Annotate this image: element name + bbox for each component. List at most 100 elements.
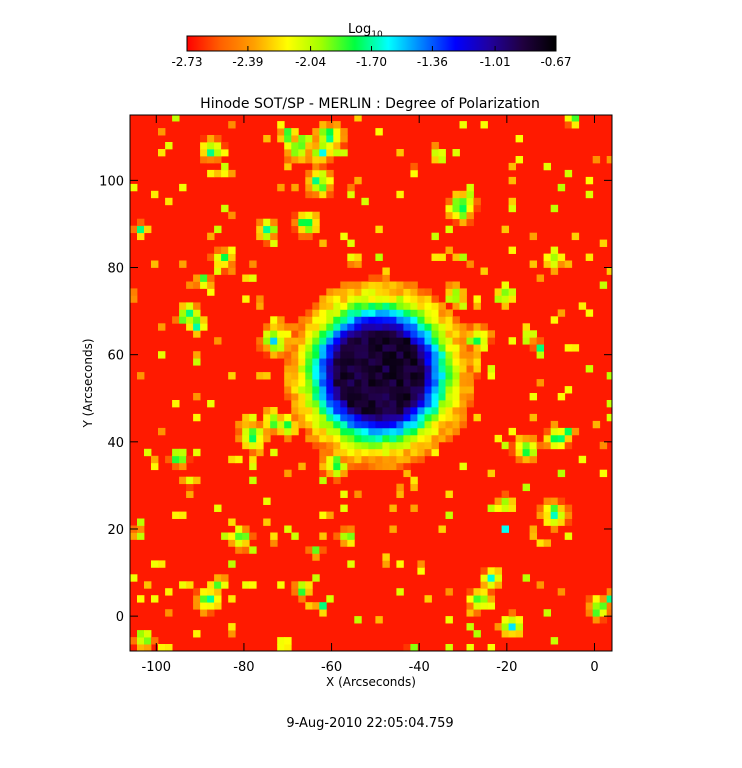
heatmap-cell xyxy=(200,135,208,143)
heatmap-cell xyxy=(592,616,601,624)
heatmap-cell xyxy=(396,316,404,324)
heatmap-cell xyxy=(382,427,390,436)
heatmap-cell xyxy=(319,448,327,457)
heatmap-cell xyxy=(214,602,222,610)
heatmap-cell xyxy=(305,135,313,143)
heatmap-cell xyxy=(319,413,327,422)
heatmap-cell xyxy=(235,539,243,547)
heatmap-cell xyxy=(312,386,320,394)
heatmap-cell xyxy=(312,337,320,345)
heatmap-cell xyxy=(256,302,264,310)
heatmap-cell xyxy=(543,539,552,547)
heatmap-cell xyxy=(438,344,446,352)
heatmap-cell xyxy=(368,448,376,457)
heatmap-cell xyxy=(361,344,369,352)
heatmap-cell xyxy=(214,260,222,268)
heatmap-cell xyxy=(137,532,145,540)
heatmap-cell xyxy=(501,225,510,234)
heatmap-cell xyxy=(137,518,145,526)
heatmap-cell xyxy=(207,135,215,143)
heatmap-cell xyxy=(333,358,341,366)
heatmap-cell xyxy=(221,169,229,178)
heatmap-cell xyxy=(340,441,348,450)
heatmap-cell xyxy=(501,630,510,638)
heatmap-cell xyxy=(179,476,187,485)
heatmap-cell xyxy=(347,393,355,401)
heatmap-cell xyxy=(536,351,545,359)
heatmap-cell xyxy=(459,420,467,429)
heatmap-cell xyxy=(333,400,341,408)
heatmap-cell xyxy=(480,574,488,582)
heatmap-cell xyxy=(284,128,292,136)
heatmap-cell xyxy=(305,316,313,324)
heatmap-cell xyxy=(326,441,334,450)
heatmap-cell xyxy=(340,393,348,401)
heatmap-cell xyxy=(319,176,327,185)
heatmap-cell xyxy=(270,323,278,331)
heatmap-cell xyxy=(424,295,432,303)
heatmap-cell xyxy=(424,420,432,429)
heatmap-cell xyxy=(438,400,446,408)
heatmap-cell xyxy=(277,183,285,192)
heatmap-cell xyxy=(305,365,313,373)
heatmap-cell xyxy=(291,225,299,234)
heatmap-cell xyxy=(165,588,173,596)
heatmap-cell xyxy=(333,455,341,464)
x-tick-label: -100 xyxy=(142,660,172,675)
heatmap-cell xyxy=(375,316,383,324)
heatmap-cell xyxy=(550,504,559,512)
heatmap-cell xyxy=(424,441,432,450)
heatmap-cell xyxy=(396,420,404,429)
heatmap-cell xyxy=(221,574,229,582)
heatmap-cell xyxy=(396,400,404,408)
heatmap-cell xyxy=(487,581,496,589)
heatmap-cell xyxy=(431,365,439,373)
heatmap-cell xyxy=(277,316,285,324)
heatmap-cell xyxy=(347,302,355,310)
heatmap-cell xyxy=(501,623,510,631)
heatmap-cell xyxy=(368,407,376,415)
heatmap-cell xyxy=(592,595,601,603)
heatmap-cell xyxy=(291,372,299,380)
heatmap-cell xyxy=(277,420,285,429)
heatmap-cell xyxy=(431,232,439,241)
heatmap-cell xyxy=(571,232,580,241)
heatmap-cell xyxy=(417,434,425,443)
heatmap-cell xyxy=(403,344,411,352)
heatmap-cell xyxy=(354,413,362,422)
heatmap-cell xyxy=(354,260,362,268)
heatmap-cell xyxy=(305,330,313,338)
heatmap-cell xyxy=(319,379,327,387)
heatmap-cell xyxy=(347,427,355,436)
heatmap-cell xyxy=(487,595,496,603)
heatmap-cell xyxy=(508,337,517,345)
heatmap-cell xyxy=(480,567,488,575)
heatmap-cell xyxy=(277,413,285,422)
heatmap-cell xyxy=(305,372,313,380)
heatmap-cell xyxy=(326,595,334,603)
heatmap-cell xyxy=(375,462,383,471)
heatmap-cell xyxy=(200,588,208,596)
heatmap-cell xyxy=(291,413,299,422)
heatmap-cell xyxy=(438,379,446,387)
heatmap-cell xyxy=(382,455,390,464)
heatmap-cell xyxy=(340,400,348,408)
heatmap-cell xyxy=(459,365,467,373)
heatmap-cell xyxy=(522,483,531,492)
heatmap-cell xyxy=(368,455,376,464)
heatmap-cell xyxy=(494,574,503,582)
heatmap-cell xyxy=(200,595,208,603)
heatmap-cell xyxy=(410,393,418,401)
heatmap-cell xyxy=(298,344,306,352)
heatmap-cell xyxy=(305,400,313,408)
x-tick-label: -80 xyxy=(233,660,254,675)
heatmap-cell xyxy=(375,337,383,345)
heatmap-cell xyxy=(606,372,612,380)
heatmap-cell xyxy=(193,476,201,485)
heatmap-cell xyxy=(319,407,327,415)
heatmap-cell xyxy=(305,309,313,317)
heatmap-cell xyxy=(501,504,510,512)
heatmap-cell xyxy=(326,288,334,296)
heatmap-cell xyxy=(382,407,390,415)
heatmap-cell xyxy=(305,149,313,157)
